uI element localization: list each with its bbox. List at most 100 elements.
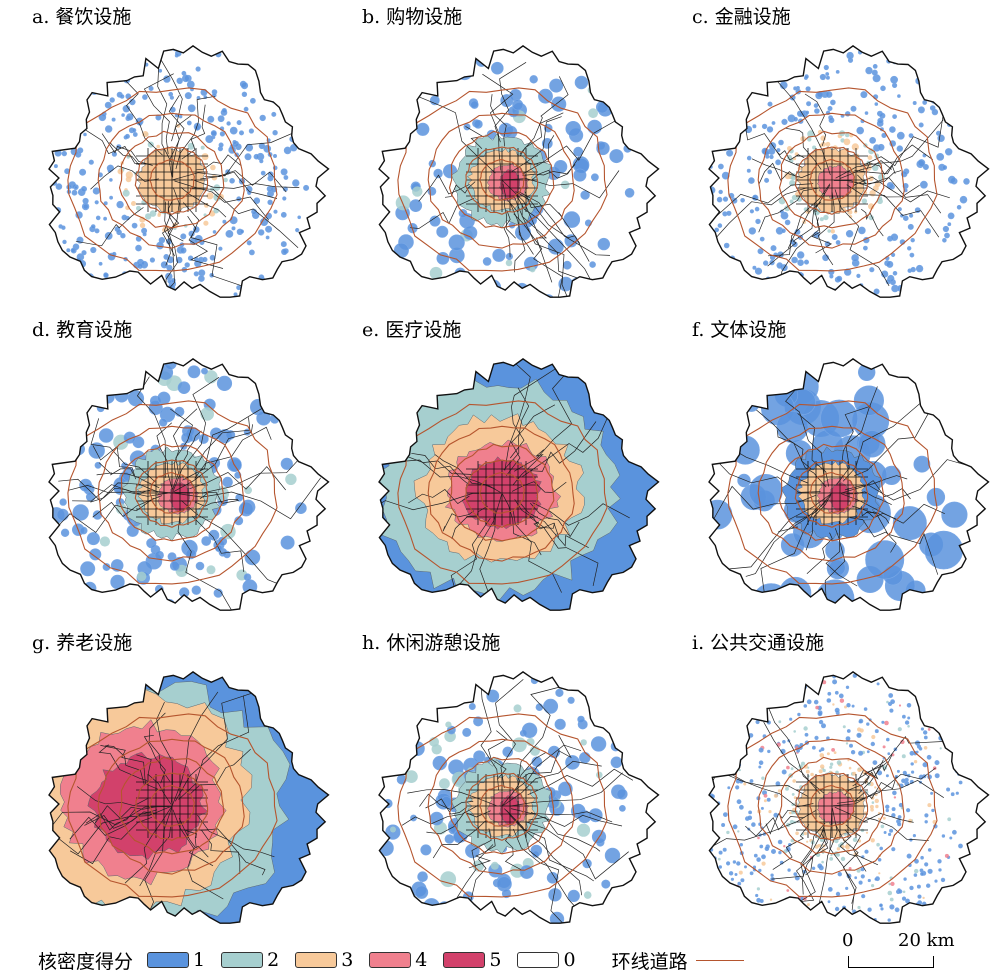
density-dot: [131, 222, 138, 229]
density-layer: [49, 45, 310, 298]
density-dot: [844, 268, 852, 276]
density-dot: [860, 874, 865, 879]
density-dot: [848, 766, 852, 770]
density-dot: [783, 845, 786, 848]
density-dot: [704, 806, 708, 810]
density-dot: [874, 102, 879, 106]
legend-swatch-4: [369, 952, 412, 968]
density-dot: [900, 739, 905, 745]
density-dot: [714, 227, 720, 233]
district-line: [758, 162, 798, 184]
density-dot: [267, 175, 274, 182]
density-dot: [229, 126, 238, 135]
density-dot: [71, 96, 78, 103]
density-dot: [838, 693, 844, 699]
density-dot: [825, 75, 830, 80]
density-dot: [804, 259, 810, 265]
district-line: [513, 196, 572, 298]
density-dot: [959, 195, 968, 204]
density-dot: [825, 91, 833, 98]
density-dot: [272, 129, 278, 136]
district-line: [503, 387, 530, 471]
density-layer: [379, 676, 634, 924]
density-map-i: [704, 671, 990, 924]
density-patch: [547, 238, 564, 255]
density-map-b: [378, 45, 660, 298]
density-dot: [812, 145, 817, 150]
density-dot: [804, 732, 809, 737]
city-boundary: [48, 45, 330, 298]
district-line: [841, 493, 945, 524]
district-line: [745, 816, 805, 837]
density-dot: [944, 232, 950, 239]
district-line: [197, 814, 275, 858]
district-line: [84, 811, 157, 829]
density-dot: [775, 159, 781, 166]
density-dot: [748, 810, 753, 815]
density-dot: [796, 748, 801, 753]
district-line: [174, 690, 259, 802]
density-dot: [218, 142, 224, 148]
density-dot: [845, 742, 849, 745]
density-dot: [149, 210, 157, 217]
density-patch: [538, 88, 553, 104]
density-dot: [834, 690, 839, 695]
density-dot: [248, 128, 254, 134]
district-line: [164, 213, 178, 296]
density-dot: [727, 786, 731, 790]
density-dot: [860, 91, 868, 99]
density-dot: [726, 730, 731, 735]
district-line: [442, 510, 475, 532]
density-dot: [728, 761, 734, 767]
density-patch: [159, 418, 168, 427]
density-dot: [881, 720, 885, 724]
density-dot: [812, 46, 818, 52]
density-dot: [927, 848, 932, 852]
density-patch: [444, 834, 455, 844]
density-dot: [920, 855, 924, 860]
density-dot: [830, 99, 836, 106]
density-dot: [736, 742, 741, 748]
district-line: [411, 452, 468, 484]
density-patch: [395, 195, 411, 211]
density-dot: [922, 896, 925, 900]
density-dot: [233, 292, 238, 297]
density-patch: [79, 478, 92, 492]
density-dot: [200, 145, 205, 150]
density-patch: [86, 532, 100, 546]
density-dot: [910, 266, 916, 273]
density-dot: [917, 894, 922, 899]
density-dot: [805, 110, 810, 115]
density-dot: [751, 822, 756, 827]
density-dot: [727, 121, 734, 128]
density-dot: [740, 198, 745, 203]
density-dot: [844, 832, 847, 836]
density-dot: [189, 237, 198, 246]
density-dot: [791, 194, 798, 201]
district-boundaries: [406, 62, 620, 298]
density-patch: [588, 108, 598, 119]
density-dot: [738, 746, 743, 751]
density-patch: [146, 538, 157, 549]
density-patch: [523, 916, 531, 924]
density-patch: [596, 100, 609, 114]
legend-ring-road-label: 环线道路: [611, 950, 688, 973]
density-dot: [936, 727, 941, 732]
density-dot: [874, 786, 877, 789]
density-dot: [839, 698, 845, 703]
density-patch: [624, 188, 635, 198]
density-patch: [200, 407, 214, 421]
density-patch: [496, 876, 512, 892]
district-line: [425, 798, 468, 815]
density-dot: [924, 862, 929, 867]
density-dot: [903, 877, 907, 881]
district-line: [865, 817, 929, 841]
density-patch: [609, 149, 624, 164]
density-dot: [912, 834, 916, 838]
density-patch: [455, 273, 472, 290]
district-line: [501, 170, 620, 199]
density-patch: [71, 397, 87, 414]
density-dot: [917, 159, 926, 167]
district-line: [90, 165, 159, 190]
density-dot: [132, 132, 138, 137]
